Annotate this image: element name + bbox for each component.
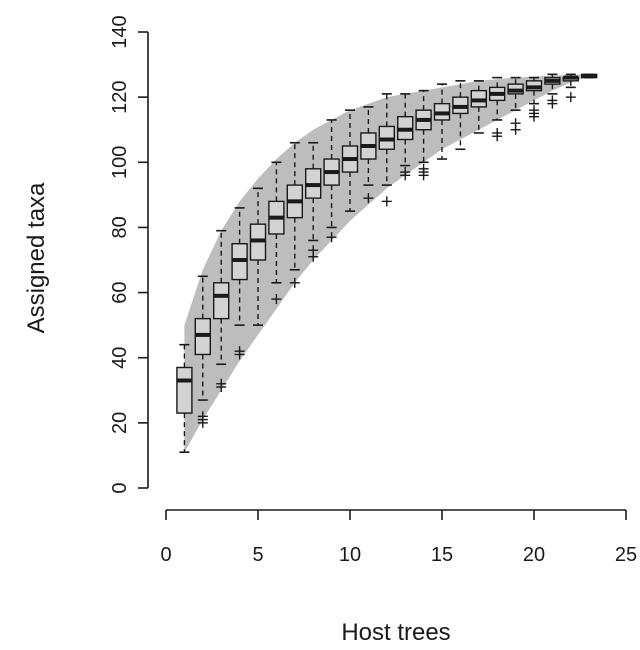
y-axis-title: Assigned taxa bbox=[23, 182, 50, 333]
box-group-16 bbox=[452, 80, 469, 151]
box-group-4 bbox=[231, 207, 248, 360]
y-tick-label: 0 bbox=[109, 482, 131, 493]
y-tick-label: 140 bbox=[109, 15, 131, 48]
x-tick-label: 15 bbox=[431, 544, 453, 566]
outlier-point bbox=[363, 193, 374, 204]
box-group-11 bbox=[360, 106, 377, 204]
outlier-point bbox=[510, 118, 521, 129]
x-tick-label: 0 bbox=[160, 544, 171, 566]
outlier-point bbox=[326, 232, 337, 243]
confidence-band-layer bbox=[184, 74, 590, 453]
box-body bbox=[212, 282, 230, 320]
box-group-2 bbox=[194, 275, 212, 428]
outlier-point bbox=[400, 167, 411, 178]
box-group-7 bbox=[286, 141, 303, 288]
box-group-22 bbox=[562, 73, 579, 103]
box-group-14 bbox=[415, 89, 432, 181]
box-group-6 bbox=[268, 161, 285, 305]
box-group-21 bbox=[544, 73, 561, 109]
outlier-point bbox=[289, 277, 300, 288]
y-tick-label: 120 bbox=[109, 80, 131, 113]
outlier-point bbox=[308, 245, 319, 256]
outlier-point bbox=[381, 196, 392, 207]
x-axis-ticks: 0 5 10 15 20 25 bbox=[160, 510, 637, 566]
outlier-point bbox=[197, 411, 208, 422]
y-tick-label: 40 bbox=[109, 347, 131, 369]
box-group-20 bbox=[525, 76, 543, 122]
y-tick-label: 100 bbox=[109, 146, 131, 179]
outlier-point bbox=[271, 294, 282, 305]
x-tick-label: 25 bbox=[615, 544, 637, 566]
box-group-9 bbox=[323, 119, 340, 243]
outlier-point bbox=[529, 105, 539, 116]
y-axis-ticks: 0 20 40 60 80 100 120 140 bbox=[109, 15, 148, 494]
box-body bbox=[176, 366, 193, 414]
outlier-point bbox=[565, 92, 576, 103]
x-tick-label: 20 bbox=[523, 544, 545, 566]
box-group-10 bbox=[341, 109, 359, 212]
x-axis-title: Host trees bbox=[341, 619, 450, 645]
box-group-3 bbox=[212, 229, 230, 393]
boxplot-layer bbox=[176, 73, 598, 453]
box-group-18 bbox=[489, 76, 506, 142]
box-group-23 bbox=[581, 73, 598, 79]
confidence-band bbox=[184, 74, 590, 453]
outlier-point bbox=[216, 378, 227, 389]
box-group-12 bbox=[378, 93, 395, 207]
axes-layer: 0 5 10 15 20 25 0 20 40 60 80 100 120 140 bbox=[109, 15, 637, 566]
box-group-5 bbox=[249, 187, 267, 326]
y-tick-label: 20 bbox=[109, 412, 131, 434]
outlier-point bbox=[418, 163, 429, 174]
outlier-point bbox=[547, 95, 558, 106]
box-group-17 bbox=[470, 80, 487, 134]
x-tick-label: 10 bbox=[339, 544, 361, 566]
box-group-8 bbox=[305, 141, 322, 262]
outlier-point bbox=[234, 346, 245, 357]
box-group-1 bbox=[176, 343, 193, 453]
y-tick-label: 80 bbox=[109, 216, 131, 238]
outlier-point bbox=[492, 127, 503, 138]
box-group-13 bbox=[397, 93, 414, 181]
y-tick-label: 60 bbox=[109, 281, 131, 303]
box-group-19 bbox=[507, 76, 524, 135]
x-tick-label: 5 bbox=[252, 544, 263, 566]
box-group-15 bbox=[433, 83, 451, 160]
